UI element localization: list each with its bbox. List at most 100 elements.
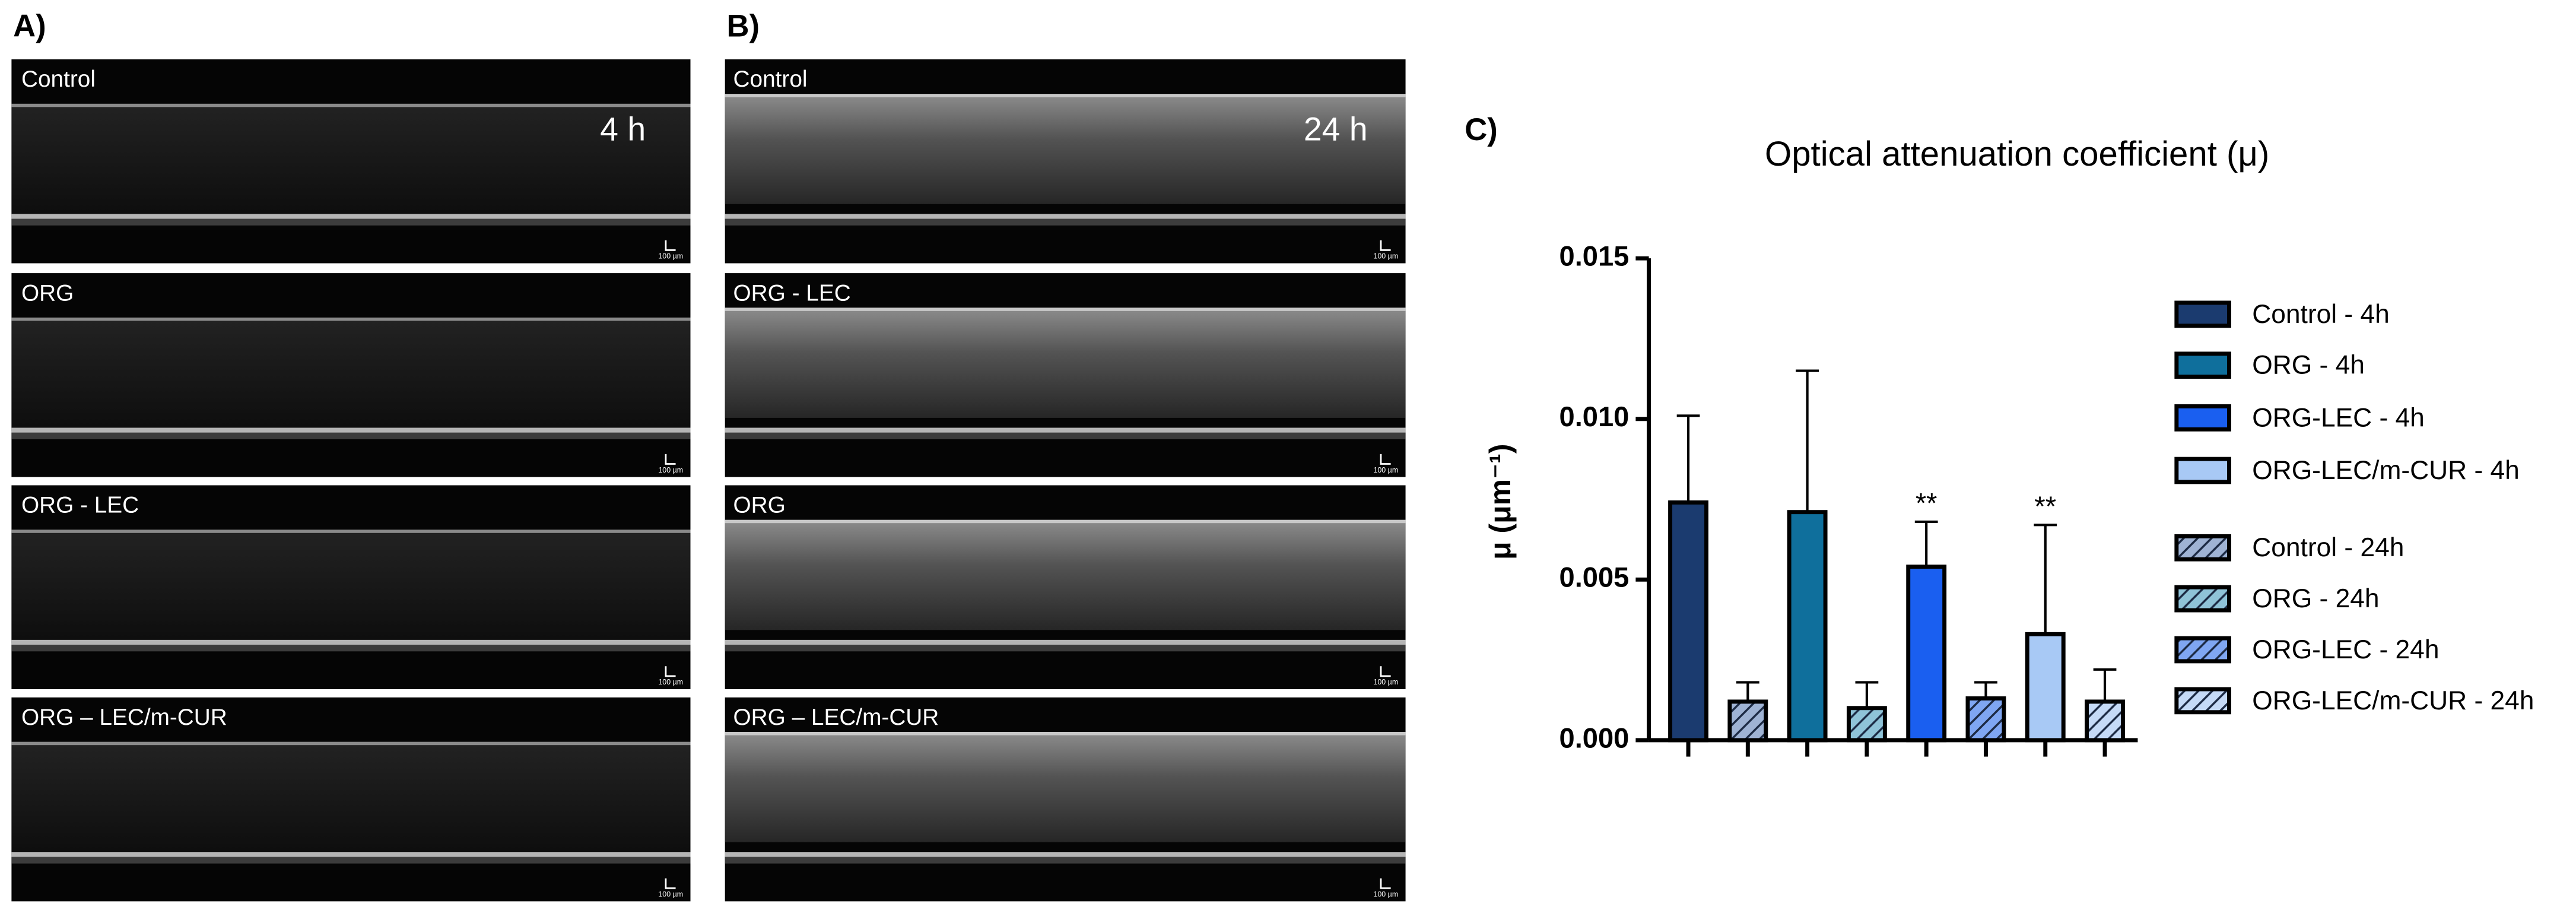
bar	[1906, 565, 1947, 743]
legend-swatch	[2174, 351, 2231, 379]
y-tick-label: 0.005	[1559, 562, 1630, 593]
legend-swatch	[2174, 534, 2231, 562]
scale-label: 100 µm	[658, 252, 683, 261]
oct-image: ORG 100 µm	[725, 485, 1406, 689]
error-bar	[1855, 681, 1879, 708]
y-tick-label: 0.000	[1559, 722, 1630, 753]
image-label: ORG – LEC/m-CUR	[733, 705, 939, 730]
bar	[1846, 706, 1887, 743]
error-bar	[1676, 414, 1700, 503]
tissue-band	[11, 319, 691, 432]
tissue-band	[725, 733, 1406, 842]
legend-label: ORG-LEC/m-CUR - 4h	[2252, 456, 2520, 485]
oct-image: ORG – LEC/m-CUR 100 µm	[11, 697, 691, 902]
error-bar	[2034, 524, 2057, 635]
surface-line	[11, 317, 691, 321]
bar	[1787, 510, 1828, 743]
surface-line	[11, 741, 691, 746]
oct-image: ORG - LEC 100 µm	[725, 273, 1406, 477]
panel-label: C)	[1465, 112, 1498, 147]
legend-label: Control - 24h	[2252, 533, 2404, 562]
bottom-glow	[725, 857, 1406, 864]
bottom-glow	[11, 218, 691, 226]
legend-label: ORG-LEC - 4h	[2252, 403, 2425, 432]
bar	[2085, 699, 2125, 743]
legend-label: ORG-LEC/m-CUR - 24h	[2252, 686, 2534, 715]
image-label: ORG	[733, 493, 786, 518]
surface-line	[725, 94, 1406, 97]
bottom-glow	[725, 645, 1406, 652]
panel-label: A)	[13, 8, 46, 43]
legend-swatch	[2174, 687, 2231, 715]
bottom-glow	[725, 218, 1406, 226]
scale-label: 100 µm	[1373, 252, 1398, 261]
error-bar	[1974, 681, 1997, 699]
significance-label: **	[1916, 487, 1937, 519]
legend-swatch	[2174, 300, 2231, 328]
oct-image: ORG - LEC 100 µm	[11, 485, 691, 689]
bottom-layer	[11, 639, 691, 645]
chart-title: Optical attenuation coefficient (μ)	[1765, 135, 2269, 173]
tissue-band	[725, 95, 1406, 204]
error-bar	[1914, 520, 1938, 567]
scale-bar	[1380, 666, 1391, 677]
y-axis-label: μ (μm⁻¹)	[1484, 444, 1517, 560]
bar	[2025, 632, 2066, 743]
bottom-layer	[725, 427, 1406, 433]
time-label: 4 h	[600, 111, 646, 148]
legend-swatch	[2174, 585, 2231, 613]
scale-label: 100 µm	[658, 890, 683, 899]
panel-label: B)	[726, 8, 760, 43]
bottom-layer	[725, 639, 1406, 645]
scale-label: 100 µm	[1373, 678, 1398, 686]
image-label: Control	[21, 66, 96, 92]
legend-swatch	[2174, 636, 2231, 664]
tissue-band	[11, 531, 691, 643]
bar	[1727, 699, 1768, 743]
bottom-glow	[725, 432, 1406, 439]
bottom-glow	[11, 432, 691, 439]
error-bar	[2093, 668, 2117, 702]
scale-bar	[665, 878, 676, 889]
legend-swatch	[2174, 404, 2231, 432]
error-bar	[1736, 681, 1759, 702]
bottom-layer	[11, 852, 691, 857]
scale-bar	[1380, 454, 1391, 465]
legend-label: ORG-LEC - 24h	[2252, 635, 2439, 664]
surface-line	[725, 307, 1406, 311]
scale-label: 100 µm	[658, 466, 683, 474]
oct-image: Control 100 µm 4 h	[11, 59, 691, 264]
oct-image: ORG 100 µm	[11, 273, 691, 477]
scale-bar	[1380, 240, 1391, 251]
significance-label: **	[2034, 490, 2056, 522]
legend-label: ORG - 4h	[2252, 351, 2365, 380]
surface-line	[725, 732, 1406, 736]
tissue-band	[11, 105, 691, 217]
surface-line	[725, 519, 1406, 524]
scale-label: 100 µm	[1373, 890, 1398, 899]
tissue-band	[725, 521, 1406, 630]
bar	[1668, 500, 1708, 743]
legend-label: ORG - 24h	[2252, 584, 2379, 613]
bottom-glow	[11, 645, 691, 652]
scale-label: 100 µm	[1373, 466, 1398, 474]
image-label: ORG - LEC	[733, 280, 851, 306]
bottom-layer	[725, 852, 1406, 857]
oct-image: Control 100 µm 24 h	[725, 59, 1406, 264]
bottom-layer	[11, 214, 691, 219]
bottom-glow	[11, 857, 691, 864]
image-label: ORG - LEC	[21, 493, 139, 518]
surface-line	[11, 530, 691, 533]
surface-line	[11, 103, 691, 107]
time-label: 24 h	[1304, 111, 1368, 148]
image-label: ORG	[21, 280, 74, 306]
scale-label: 100 µm	[658, 678, 683, 686]
image-label: Control	[733, 66, 808, 92]
bar	[1965, 696, 2006, 743]
scale-bar	[665, 666, 676, 677]
y-tick-label: 0.015	[1559, 240, 1630, 272]
scale-bar	[665, 240, 676, 251]
error-bar	[1796, 369, 1819, 512]
y-tick-label: 0.010	[1559, 401, 1630, 432]
